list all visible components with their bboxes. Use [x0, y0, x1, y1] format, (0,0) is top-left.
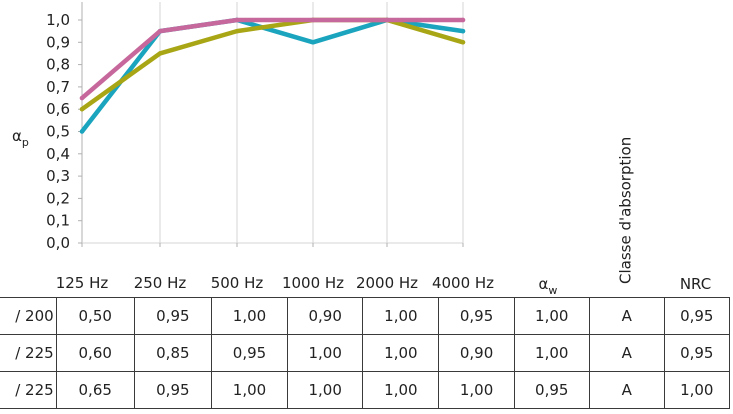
x-tick-label: 1000 Hz — [282, 274, 344, 292]
table-cell: 1,00 — [362, 297, 440, 335]
table-cell: 0,95 — [663, 334, 731, 372]
table-header-nrc: NRC — [680, 275, 711, 293]
table-cell: A — [588, 371, 665, 409]
y-tick-label: 1,0 — [46, 11, 70, 29]
table-cell: 0,90 — [438, 334, 515, 372]
y-tick-label: 0,1 — [46, 212, 70, 230]
table-row: / 200 0,50 0,95 1,00 0,90 1,00 0,95 1,00 A 0,95 — [0, 297, 731, 335]
table-header-aw-subscript: w — [548, 284, 557, 297]
series-point — [310, 40, 316, 45]
absorption-table: / 200 0,50 0,95 1,00 0,90 1,00 0,95 1,00 A 0,95/ … — [0, 297, 731, 409]
table-cell: 0,65 — [55, 371, 135, 409]
absorption-table-body: / 200 0,50 0,95 1,00 0,90 1,00 0,95 1,00 A 0,95/ … — [0, 297, 731, 409]
table-cell: 0,60 — [55, 334, 135, 372]
table-cell: 1,00 — [362, 371, 440, 409]
table-cell: 1,00 — [287, 371, 364, 409]
table-header-aw-symbol: α — [539, 275, 549, 293]
y-tick-label: 0,0 — [46, 234, 70, 252]
series-point — [234, 28, 240, 34]
y-tick-label: 0,5 — [46, 123, 70, 141]
x-tick-label: 250 Hz — [134, 274, 187, 292]
table-cell: A — [588, 297, 665, 335]
table-row: / 225 0,60 0,85 0,95 1,00 1,00 0,90 1,00 A 0,95 — [0, 334, 731, 372]
y-axis-label-subscript: p — [22, 136, 29, 149]
series-line-2 — [79, 17, 466, 112]
series-point — [234, 17, 240, 23]
table-cell: 0,95 — [663, 297, 731, 335]
table-cell: A — [588, 334, 665, 372]
series-point — [157, 28, 163, 34]
series-point — [157, 51, 163, 56]
table-cell: 1,00 — [663, 371, 731, 409]
y-axis-label-symbol: α — [12, 127, 22, 145]
y-tick-label: 0,8 — [46, 56, 70, 74]
series-line-3 — [79, 17, 466, 101]
x-tick-label: 125 Hz — [56, 274, 109, 292]
y-tick-label: 0,6 — [46, 100, 70, 118]
row-label: / 225 — [0, 371, 57, 409]
table-cell: 0,85 — [133, 334, 212, 372]
series-point — [460, 28, 466, 34]
x-tick-label: 2000 Hz — [356, 274, 418, 292]
table-cell: 1,00 — [287, 334, 364, 372]
table-header-class: Classe d'absorption — [617, 137, 635, 284]
table-cell: 0,95 — [133, 297, 212, 335]
chart-axes — [78, 2, 464, 247]
x-tick-label: 4000 Hz — [432, 274, 494, 292]
y-axis-label: αp — [12, 127, 29, 149]
table-cell: 0,95 — [133, 371, 212, 409]
y-tick-label: 0,4 — [46, 145, 70, 163]
row-label: / 225 — [0, 334, 57, 372]
series-point — [460, 40, 466, 45]
table-cell: 1,00 — [210, 297, 289, 335]
y-tick-label: 0,9 — [46, 33, 70, 51]
series-point — [79, 107, 85, 112]
x-tick-label: 500 Hz — [211, 274, 264, 292]
table-cell: 1,00 — [362, 334, 440, 372]
y-tick-label: 0,2 — [46, 189, 70, 207]
y-tick-label: 0,3 — [46, 167, 70, 185]
table-cell: 0,95 — [513, 371, 590, 409]
row-label: / 200 — [0, 297, 57, 335]
table-cell: 1,00 — [210, 371, 289, 409]
y-tick-label: 0,7 — [46, 78, 70, 96]
table-header-aw: αw — [539, 275, 558, 297]
table-cell: 1,00 — [438, 371, 515, 409]
series-point — [79, 95, 85, 101]
table-cell: 0,50 — [55, 297, 135, 335]
table-row: / 225 0,65 0,95 1,00 1,00 1,00 1,00 0,95 A 1,00 — [0, 371, 731, 409]
table-cell: 0,95 — [210, 334, 289, 372]
table-cell: 1,00 — [513, 297, 590, 335]
series-point — [460, 17, 466, 23]
series-point — [384, 17, 390, 23]
table-cell: 0,90 — [287, 297, 364, 335]
table-cell: 0,95 — [438, 297, 515, 335]
series-point — [310, 17, 316, 23]
series-line-1 — [79, 17, 466, 134]
table-cell: 1,00 — [513, 334, 590, 372]
chart-series — [79, 17, 466, 134]
series-point — [79, 129, 85, 134]
